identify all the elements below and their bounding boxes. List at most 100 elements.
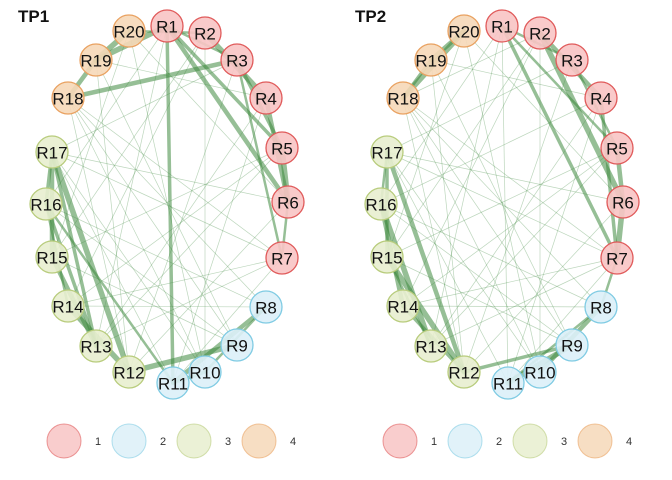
- node-r4-tp1: [249, 81, 283, 115]
- node-label-r16-tp1: R16: [30, 196, 61, 215]
- node-label-r7-tp1: R7: [271, 250, 293, 269]
- legend-label-1-1: 1: [95, 436, 101, 448]
- node-r17-tp1: [35, 135, 69, 169]
- node-r1-tp2: [485, 9, 519, 43]
- node-r15-tp1: [35, 240, 69, 274]
- edge-r16-r13-tp1: [44, 202, 98, 348]
- legend-key-4-2: [577, 423, 613, 459]
- node-label-r1-tp2: R1: [491, 18, 513, 37]
- edge-r18-r9-tp2: [402, 97, 573, 346]
- edge-r1-r11-tp2: [501, 25, 509, 384]
- edge-r6-r12-tp1: [128, 201, 289, 373]
- edge-r16-r13-tp2: [378, 201, 434, 349]
- node-label-r8-tp1: R8: [255, 299, 277, 318]
- legend-key-4-1: [241, 423, 277, 459]
- edge-r1-r11-tp1: [165, 24, 175, 385]
- node-r14-tp1: [51, 289, 85, 323]
- edge-r19-r4-tp1: [95, 59, 267, 99]
- edge-r17-r10-tp2: [386, 151, 541, 373]
- edge-r9-r19-tp1: [95, 59, 238, 346]
- node-r11-tp1: [156, 366, 190, 400]
- node-label-r12-tp2: R12: [448, 364, 479, 383]
- edge-r19-r12-tp2: [430, 59, 465, 373]
- node-r7-tp2: [600, 241, 634, 275]
- node-label-r15-tp1: R15: [36, 249, 67, 268]
- node-label-r3-tp1: R3: [226, 52, 248, 71]
- node-r6-tp2: [606, 185, 640, 219]
- node-r13-tp2: [414, 329, 448, 363]
- edge-r1-r7-tp2: [500, 24, 619, 260]
- node-label-r14-tp1: R14: [52, 298, 83, 317]
- edge-r8-r14-tp2: [402, 305, 602, 308]
- edge-r1-r5-tp1: [165, 24, 284, 150]
- legend-key-1-1: [46, 423, 82, 459]
- legend-key-2-1: [111, 423, 147, 459]
- node-r17-tp2: [370, 135, 404, 169]
- node-r19-tp2: [414, 43, 448, 77]
- node-r18-tp2: [386, 81, 420, 115]
- node-label-r9-tp2: R9: [561, 337, 583, 356]
- edge-r3-r17-tp1: [51, 59, 238, 153]
- node-r12-tp1: [112, 355, 146, 389]
- edge-r15-r9-tp1: [51, 256, 238, 346]
- edge-r4-r13-tp2: [430, 97, 602, 347]
- edge-r11-r17-tp2: [386, 151, 509, 384]
- node-label-r12-tp1: R12: [113, 364, 144, 383]
- node-r9-tp1: [220, 328, 254, 362]
- node-label-r13-tp1: R13: [80, 338, 111, 357]
- edge-r5-r15-tp2: [386, 147, 618, 258]
- edge-r12-r18-tp2: [402, 97, 465, 373]
- node-label-r19-tp1: R19: [80, 52, 111, 71]
- node-label-r19-tp2: R19: [415, 52, 446, 71]
- node-label-r20-tp1: R20: [113, 23, 144, 42]
- node-r10-tp2: [523, 355, 557, 389]
- node-r6-tp1: [271, 185, 305, 219]
- legend-label-4-1: 4: [290, 436, 296, 448]
- node-label-r5-tp1: R5: [271, 140, 293, 159]
- node-r8-tp2: [584, 290, 618, 324]
- node-label-r4-tp2: R4: [590, 90, 612, 109]
- node-label-r17-tp2: R17: [371, 144, 402, 163]
- edge-r1-r6-tp1: [164, 23, 291, 205]
- node-label-r20-tp2: R20: [448, 23, 479, 42]
- edge-r20-r15-tp2: [386, 30, 465, 258]
- node-label-r11-tp2: R11: [493, 375, 523, 394]
- edge-r16-r8-tp2: [380, 203, 602, 308]
- edge-r1-r16-tp2: [380, 25, 503, 205]
- edge-r4-r7-tp2: [599, 96, 619, 260]
- edge-r17-r13-tp1: [50, 150, 98, 348]
- edge-r3-r7-tp1: [235, 58, 284, 260]
- edge-r12-r18-tp1: [67, 97, 130, 373]
- node-r15-tp2: [370, 240, 404, 274]
- node-label-r10-tp2: R10: [524, 364, 555, 383]
- legend-tp1: 1 2 3 4: [46, 423, 296, 459]
- edge-r6-r12-tp2: [463, 201, 624, 373]
- edge-r3-r17-tp2: [386, 59, 573, 153]
- edge-r17-r7-tp1: [51, 151, 283, 259]
- node-label-r1-tp1: R1: [156, 18, 178, 37]
- legend-label-2-1: 2: [160, 436, 166, 448]
- edge-r1-r5-tp2: [500, 24, 619, 150]
- node-label-r11-tp1: R11: [158, 375, 188, 394]
- edge-r1-r16-tp1: [45, 25, 168, 205]
- node-label-r5-tp2: R5: [606, 140, 628, 159]
- edge-r4-r11-tp2: [507, 97, 602, 384]
- edge-r9-r19-tp2: [430, 59, 573, 346]
- edge-r16-r8-tp1: [45, 203, 267, 308]
- edge-r12-r9-tp2: [462, 343, 574, 374]
- edge-r17-r10-tp1: [51, 151, 206, 373]
- node-r20-tp1: [112, 14, 146, 48]
- node-label-r9-tp1: R9: [226, 337, 248, 356]
- node-r16-tp2: [364, 187, 398, 221]
- node-label-r14-tp2: R14: [387, 298, 418, 317]
- node-label-r3-tp2: R3: [561, 52, 583, 71]
- node-r7-tp1: [265, 241, 299, 275]
- edge-r15-r9-tp2: [386, 256, 573, 346]
- node-r3-tp2: [555, 43, 589, 77]
- edge-r8-r14-tp1: [67, 305, 267, 308]
- node-label-r7-tp2: R7: [606, 250, 628, 269]
- node-label-r13-tp2: R13: [415, 338, 446, 357]
- edge-r15-r12-tp2: [384, 254, 467, 375]
- edge-r1-r13-tp1: [95, 25, 168, 347]
- edge-r11-r17-tp1: [51, 151, 174, 384]
